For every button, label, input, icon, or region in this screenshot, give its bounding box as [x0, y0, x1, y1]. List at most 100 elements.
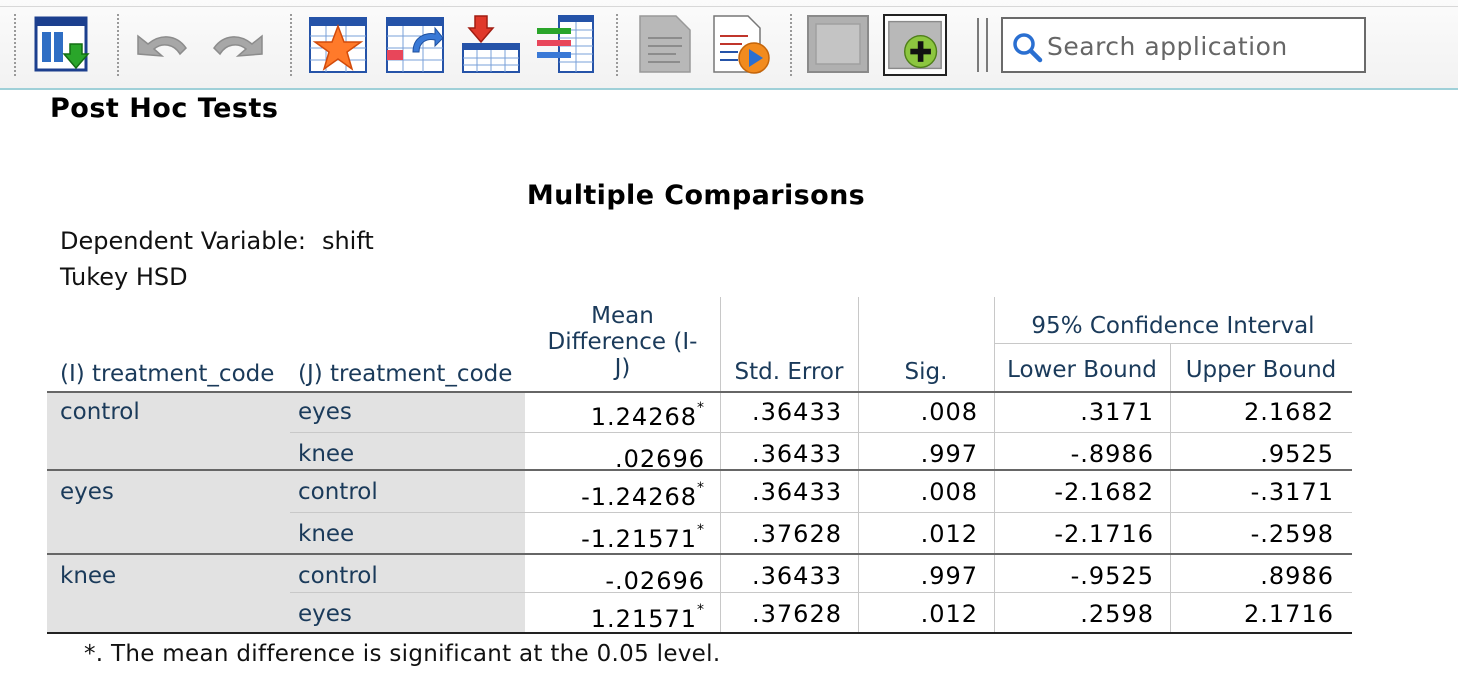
header-divider	[994, 297, 995, 393]
toolbar-grip	[14, 14, 16, 76]
row-j-label: eyes	[298, 601, 352, 627]
lower-bound: -.8986	[1070, 440, 1154, 468]
toolbar-grip	[790, 14, 792, 76]
header-divider	[1170, 343, 1171, 393]
row-label-area	[47, 393, 525, 633]
run-script-icon	[713, 15, 770, 74]
group-label: control	[60, 399, 140, 425]
std-error: .37628	[752, 600, 842, 628]
column-divider	[1170, 393, 1171, 633]
toolbar-grip	[290, 14, 292, 76]
toolbar-top-border	[0, 6, 1458, 7]
document-button[interactable]	[632, 14, 696, 76]
search-icon	[1013, 33, 1043, 63]
header-confidence-interval: 95% Confidence Interval	[1031, 313, 1315, 339]
add-item-button[interactable]	[883, 14, 947, 76]
mean-difference: 1.21571*	[525, 600, 705, 633]
row-j-label: control	[298, 563, 378, 589]
table-title: Multiple Comparisons	[526, 180, 866, 211]
insert-data-button[interactable]	[459, 14, 523, 76]
redo-icon	[213, 34, 263, 57]
std-error: .37628	[752, 520, 842, 548]
group-label: knee	[60, 563, 117, 589]
group-divider	[47, 553, 1352, 555]
row-j-label: control	[298, 479, 378, 505]
mean-difference-value: -1.24268	[581, 483, 697, 511]
mean-difference: -.02696	[525, 562, 705, 595]
upper-bound: -.2598	[1250, 520, 1334, 548]
header-upper-bound: Upper Bound	[1185, 357, 1337, 383]
lower-bound: .3171	[1080, 398, 1154, 426]
significance-marker: *	[697, 602, 705, 618]
toolbar	[0, 0, 1458, 90]
row-divider	[290, 432, 1352, 433]
header-divider	[720, 297, 721, 393]
insert-data-icon	[462, 15, 520, 73]
row-divider	[290, 512, 1352, 513]
header-sig: Sig.	[904, 359, 948, 385]
column-divider	[858, 393, 859, 633]
undo-icon	[137, 34, 187, 57]
add-item-icon	[888, 20, 942, 70]
header-mean-diff-line3: J)	[614, 355, 631, 381]
toolbar-separator	[986, 18, 988, 72]
dependent-variable-value: shift	[321, 227, 374, 255]
upper-bound: .9525	[1260, 440, 1334, 468]
sig: .012	[920, 520, 978, 548]
split-file-button[interactable]	[533, 14, 597, 76]
header-j: (J) treatment_code	[298, 361, 513, 387]
mean-difference: .02696	[525, 440, 705, 473]
run-script-button[interactable]	[708, 14, 772, 76]
window-export-icon	[34, 16, 90, 72]
star-table-icon	[309, 17, 367, 73]
row-j-label: eyes	[298, 399, 352, 425]
table-footnote: *. The mean difference is significant at…	[84, 641, 721, 667]
dependent-variable: Dependent Variable: shift	[60, 227, 374, 255]
window-export-button[interactable]	[30, 14, 94, 76]
section-heading: Post Hoc Tests	[50, 93, 279, 124]
undo-button[interactable]	[130, 14, 194, 76]
mean-difference: -1.24268*	[525, 478, 705, 511]
pivot-table-icon	[386, 17, 444, 73]
mean-difference: 1.24268*	[525, 398, 705, 431]
upper-bound: .8986	[1260, 562, 1334, 590]
mean-difference-value: .02696	[615, 445, 705, 473]
mean-difference-value: 1.24268	[590, 403, 697, 431]
dependent-variable-label: Dependent Variable:	[60, 227, 306, 255]
sig: .008	[920, 398, 978, 426]
search-box[interactable]	[1001, 17, 1366, 73]
toolbar-separator	[977, 18, 979, 72]
toolbar-grip	[616, 14, 618, 76]
header-divider	[858, 297, 859, 393]
lower-bound: -2.1682	[1054, 478, 1154, 506]
header-i: (I) treatment_code	[60, 361, 275, 387]
table-bottom-border	[47, 632, 1352, 634]
group-divider	[47, 469, 1352, 471]
header-lower-bound: Lower Bound	[1007, 357, 1157, 383]
upper-bound: -.3171	[1250, 478, 1334, 506]
lower-bound: -.9525	[1070, 562, 1154, 590]
row-j-label: knee	[298, 521, 355, 547]
column-divider	[720, 393, 721, 633]
mean-difference-value: 1.21571	[590, 605, 697, 633]
grid-frame-button[interactable]	[806, 14, 870, 76]
header-mean-diff-line2: Difference (I-	[547, 329, 698, 355]
search-input[interactable]	[1045, 25, 1359, 67]
redo-button[interactable]	[206, 14, 270, 76]
star-table-button[interactable]	[306, 14, 370, 76]
std-error: .36433	[752, 562, 842, 590]
split-file-icon	[537, 15, 594, 73]
significance-marker: *	[697, 400, 705, 416]
lower-bound: .2598	[1080, 600, 1154, 628]
lower-bound: -2.1716	[1054, 520, 1154, 548]
group-label: eyes	[60, 479, 114, 505]
mean-difference-value: -1.21571	[581, 525, 697, 553]
sig: .997	[920, 562, 978, 590]
significance-marker: *	[697, 522, 705, 538]
std-error: .36433	[752, 440, 842, 468]
column-divider	[994, 393, 995, 633]
pivot-table-button[interactable]	[383, 14, 447, 76]
std-error: .36433	[752, 398, 842, 426]
document-icon	[639, 15, 691, 73]
